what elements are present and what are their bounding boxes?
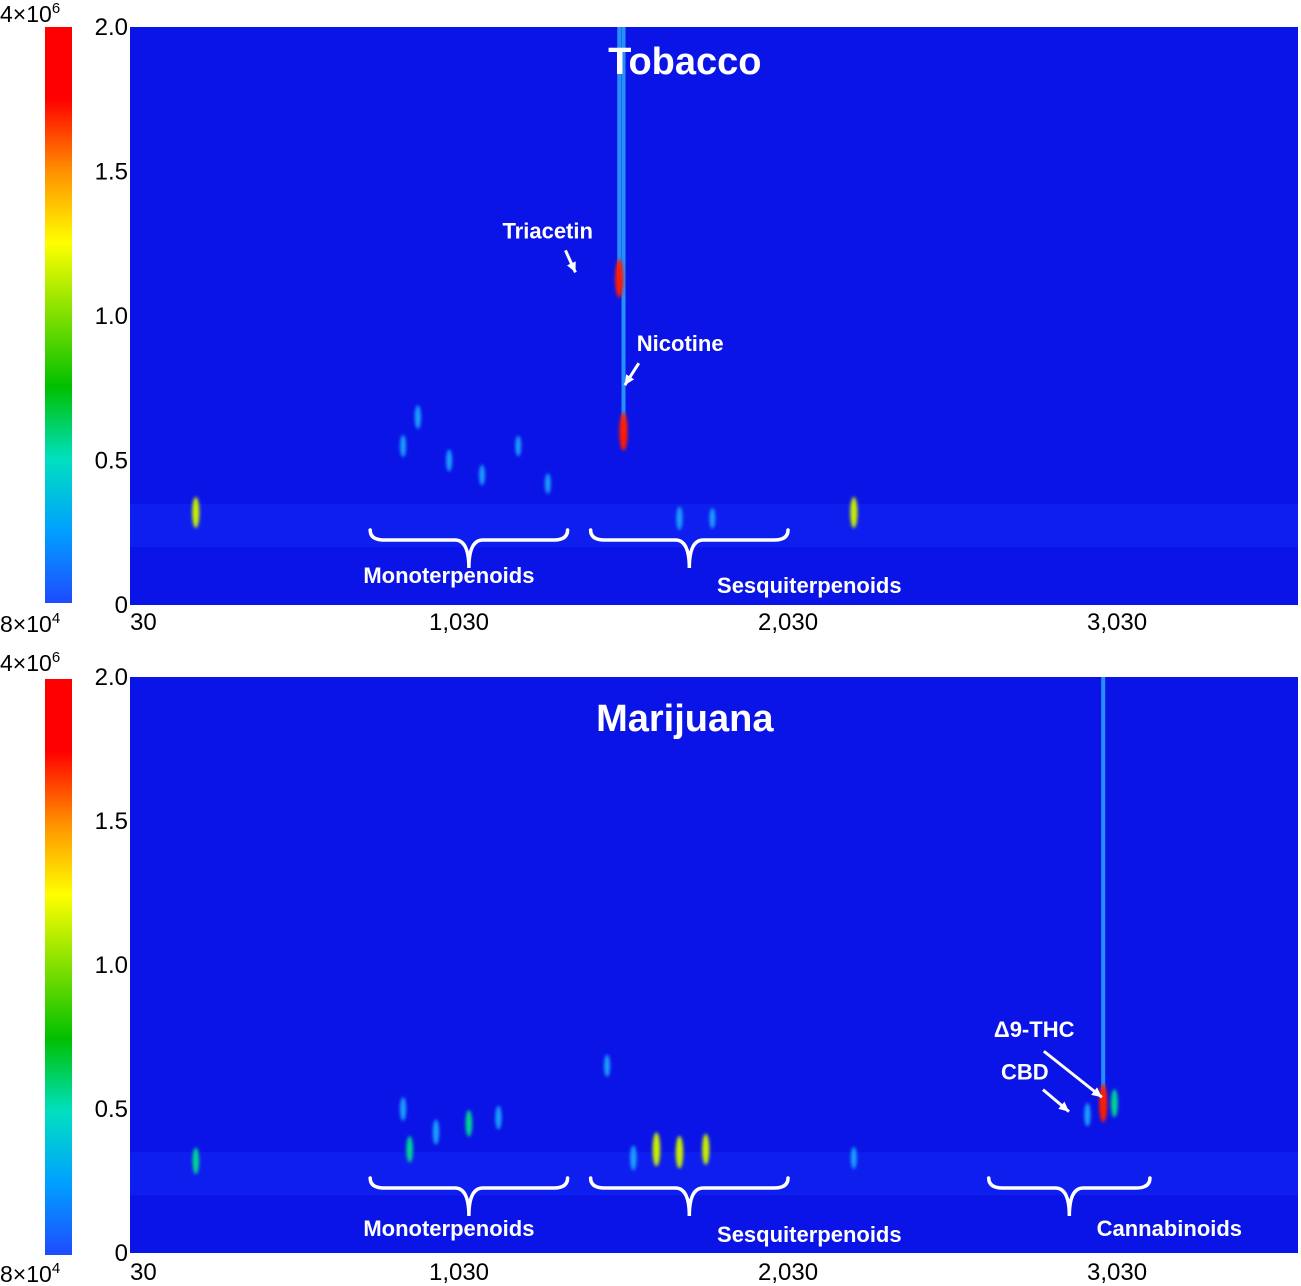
- chart-panel-0: 4×106 8×104 Tobacco Triacetin Nicotine Monote…: [0, 0, 1298, 637]
- colorbar-max-label: 4×106: [0, 649, 60, 676]
- group-label: Monoterpenoids: [363, 1216, 534, 1241]
- peak-spot: [192, 1147, 200, 1175]
- group-label: Cannabinoids: [1097, 1216, 1242, 1241]
- colorbar-min-label: 8×104: [0, 1260, 60, 1286]
- x-tick-label: 30: [130, 609, 157, 636]
- annotation-label: Δ9-THC: [994, 1017, 1075, 1042]
- peak-spot: [850, 497, 858, 529]
- annotation-arrow: [1042, 1050, 1103, 1099]
- peak-spot: [675, 1135, 684, 1169]
- group-label: Sesquiterpenoids: [717, 573, 902, 598]
- peak-streak: [617, 27, 622, 279]
- peak-spot: [604, 1054, 611, 1077]
- group-label: Monoterpenoids: [363, 563, 534, 588]
- y-tick-label: 0.5: [95, 448, 128, 475]
- plot-content: [130, 27, 1298, 548]
- peak-spot: [709, 508, 716, 529]
- group-brace: [368, 1176, 570, 1217]
- x-tick-label: 2,030: [758, 1259, 818, 1286]
- annotation-label: Triacetin: [502, 218, 592, 243]
- arrow-head: [1058, 1101, 1069, 1112]
- peak-spot: [192, 497, 200, 529]
- colorbar: [45, 27, 72, 603]
- peak-spot: [1111, 1089, 1118, 1118]
- group-brace: [986, 1176, 1152, 1217]
- peak-spot: [432, 1119, 440, 1145]
- colorbar-max-exponent: 6: [52, 649, 60, 666]
- y-tick-label: 2.0: [95, 664, 128, 691]
- group-brace: [588, 528, 790, 569]
- annotation-label: Nicotine: [637, 331, 724, 356]
- x-tick-label: 3,030: [1087, 609, 1147, 636]
- panel-title: Marijuana: [596, 698, 774, 740]
- peak-spot: [414, 405, 421, 429]
- y-tick-label: 0: [115, 592, 128, 619]
- y-tick-label: 1.0: [95, 952, 128, 979]
- peak-streak: [1101, 677, 1106, 1104]
- chart-panel-1: 4×106 8×104 Marijuana Δ9-THC CBD Monoterpenoi…: [0, 649, 1298, 1286]
- y-tick-label: 2.0: [95, 14, 128, 41]
- peak-spot: [515, 435, 522, 457]
- peak-spot: [446, 449, 453, 472]
- group-label: Sesquiterpenoids: [717, 1222, 902, 1247]
- peak-spot: [399, 1097, 407, 1121]
- group-brace: [588, 1176, 790, 1217]
- colorbar-max-exponent: 6: [52, 0, 60, 17]
- y-tick-label: 1.5: [95, 159, 128, 186]
- x-tick-label: 30: [130, 1259, 157, 1286]
- arrow-head: [1091, 1087, 1102, 1098]
- x-tick-label: 1,030: [429, 1259, 489, 1286]
- peak-spot: [544, 473, 551, 494]
- peak-spot: [495, 1105, 502, 1130]
- peak-streak: [621, 27, 626, 432]
- peak-spot: [676, 506, 683, 531]
- y-tick-label: 0: [115, 1240, 128, 1267]
- peak-spot: [400, 435, 407, 458]
- peak-spot: [630, 1145, 637, 1171]
- y-tick-label: 0.5: [95, 1096, 128, 1123]
- colorbar: [45, 679, 72, 1255]
- peak-spot: [1099, 1083, 1108, 1123]
- annotation-label: CBD: [1001, 1060, 1049, 1085]
- x-tick-label: 2,030: [758, 609, 818, 636]
- peak-spot: [479, 464, 485, 486]
- peak-spot: [406, 1136, 413, 1163]
- arrow-head: [624, 374, 635, 386]
- peak-spot: [619, 412, 628, 451]
- panel-title: Tobacco: [608, 41, 761, 83]
- x-tick-label: 1,030: [429, 609, 489, 636]
- peak-spot: [702, 1133, 710, 1165]
- peak-spot: [652, 1132, 661, 1167]
- plot-area: [130, 27, 1298, 605]
- peak-spot: [465, 1110, 473, 1137]
- colorbar-min-label: 8×104: [0, 610, 60, 637]
- arrow-head: [567, 261, 576, 273]
- colorbar-max-label: 4×106: [0, 0, 60, 27]
- x-tick-label: 3,030: [1087, 1259, 1147, 1286]
- colorbar-min-exponent: 4: [52, 1260, 60, 1277]
- y-tick-label: 1.0: [95, 303, 128, 330]
- peak-spot: [615, 259, 624, 298]
- peak-spot: [850, 1146, 857, 1169]
- colorbar-min-exponent: 4: [52, 610, 60, 627]
- group-brace: [368, 528, 570, 569]
- peak-spot: [1084, 1103, 1091, 1127]
- y-tick-label: 1.5: [95, 808, 128, 835]
